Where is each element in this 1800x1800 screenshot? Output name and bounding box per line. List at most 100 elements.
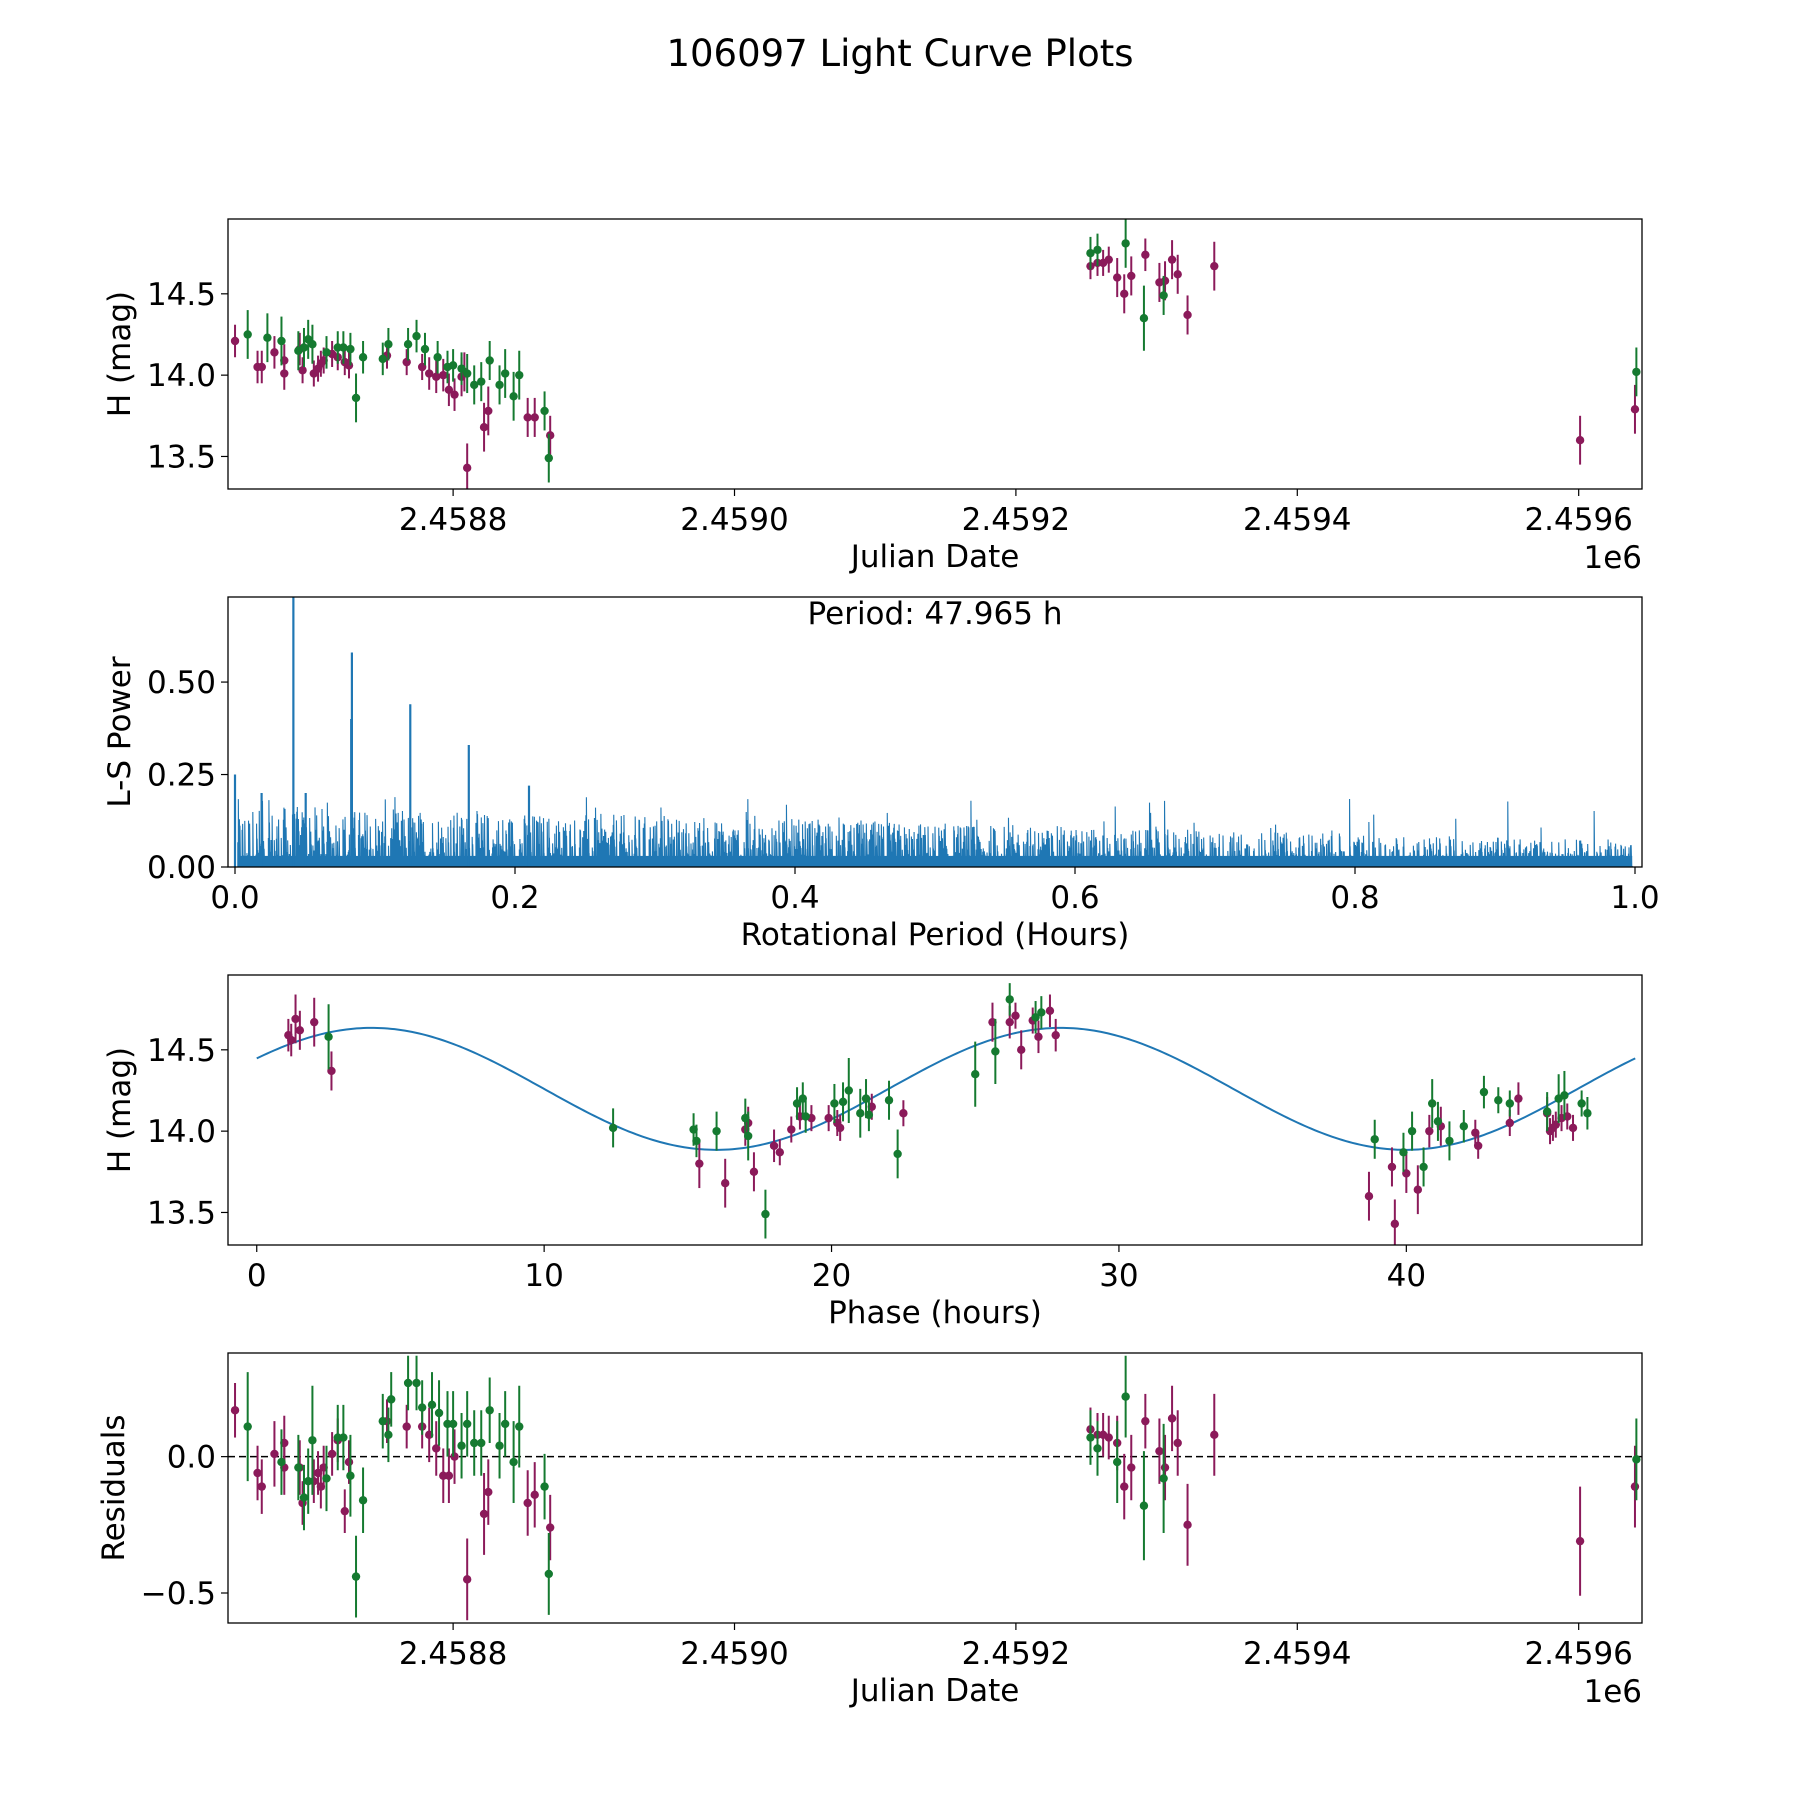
lightcurve-point-purple — [1173, 270, 1182, 279]
residuals-point-green — [322, 1474, 331, 1483]
phased-point-purple — [1005, 1017, 1014, 1027]
residuals-offset-label: 1e6 — [1583, 1674, 1642, 1710]
lightcurve-point-green — [339, 343, 348, 352]
phased-x-axis-label: Phase (hours) — [828, 1295, 1042, 1331]
phased-point-purple — [1387, 1162, 1397, 1172]
lightcurve-x-tick-label: 2.4592 — [962, 502, 1070, 538]
phased-point-purple — [1034, 1032, 1043, 1042]
lightcurve-point-purple — [479, 422, 489, 432]
phased-point-green — [792, 1099, 802, 1108]
lightcurve-point-green — [1632, 367, 1641, 377]
lightcurve-point-green — [263, 333, 272, 342]
phased-point-green — [324, 1032, 333, 1042]
lightcurve-x-tick-label: 2.4588 — [399, 502, 507, 538]
phased-point-purple — [295, 1026, 305, 1035]
lightcurve-point-green — [299, 343, 309, 352]
lightcurve-point-purple — [298, 366, 307, 375]
residuals-marks — [228, 1355, 1642, 1621]
phased-point-purple — [1017, 1045, 1026, 1055]
residuals-point-green — [378, 1416, 387, 1426]
lightcurve-axes-frame — [227, 218, 1643, 490]
lightcurve-point-purple — [1210, 261, 1219, 271]
periodogram-x-tick-label: 0.8 — [1330, 880, 1379, 916]
residuals-point-purple — [545, 1523, 555, 1532]
lightcurve-point-purple — [1104, 255, 1113, 264]
phased-point-green — [830, 1099, 839, 1108]
residuals-x-tick-label: 2.4596 — [1524, 1636, 1632, 1672]
lightcurve-point-green — [485, 356, 494, 365]
residuals-point-green — [1113, 1457, 1122, 1467]
phased-axes-frame — [227, 974, 1643, 1246]
phased-point-green — [1419, 1162, 1428, 1172]
phased-point-green — [1494, 1096, 1503, 1105]
phased-point-green — [1583, 1109, 1592, 1118]
lightcurve-point-green — [462, 369, 472, 378]
residuals-point-green — [477, 1438, 486, 1448]
residuals-point-purple — [444, 1471, 454, 1480]
residuals-point-purple — [270, 1449, 279, 1459]
lightcurve-point-purple — [444, 385, 454, 394]
phased-point-green — [991, 1047, 1000, 1056]
phased-point-green — [1370, 1135, 1379, 1144]
residuals-x-tick-label: 2.4592 — [962, 1636, 1070, 1672]
phased-point-purple — [1390, 1219, 1400, 1229]
lightcurve-point-green — [384, 340, 393, 349]
phased-point-purple — [1568, 1123, 1578, 1133]
residuals-point-green — [457, 1441, 466, 1450]
phased-point-green — [1560, 1091, 1569, 1100]
residuals-point-green — [509, 1457, 518, 1467]
phased-point-purple — [291, 1014, 300, 1024]
lightcurve-point-purple — [439, 370, 448, 380]
residuals-axes-frame — [227, 1352, 1643, 1624]
phased-point-green — [1445, 1136, 1454, 1146]
residuals-point-purple — [1575, 1536, 1585, 1546]
residuals-point-green — [351, 1572, 361, 1581]
phased-x-tick-label: 20 — [812, 1258, 851, 1294]
lightcurve-point-green — [544, 453, 553, 463]
residuals-point-green — [1121, 1392, 1130, 1401]
lightcurve-point-purple — [424, 369, 434, 378]
lightcurve-point-green — [277, 336, 286, 346]
residuals-point-purple — [1155, 1446, 1164, 1456]
lightcurve-point-purple — [462, 463, 472, 473]
phased-point-purple — [769, 1141, 779, 1150]
residuals-point-green — [417, 1403, 427, 1412]
lightcurve-point-green — [470, 380, 479, 390]
residuals-plot-area: 2.4588 2.4590 2.4592 2.4594 2.4596 −0.5 0.0 — [141, 1352, 1643, 1672]
periodogram-x-axis-label: Rotational Period (Hours) — [741, 917, 1130, 953]
lightcurve-point-purple — [1127, 271, 1136, 281]
periodogram-x-tick-label: 0.4 — [770, 880, 819, 916]
residuals-point-purple — [253, 1468, 262, 1478]
residuals-point-green — [403, 1378, 413, 1388]
lightcurve-point-green — [495, 380, 504, 390]
lightcurve-point-green — [509, 392, 518, 401]
lightcurve-x-tick-label: 2.4596 — [1524, 502, 1632, 538]
residuals-point-green — [1139, 1501, 1149, 1510]
periodogram-x-tick-label: 0.0 — [210, 880, 259, 916]
lightcurve-point-green — [1086, 248, 1095, 258]
residuals-point-purple — [1167, 1414, 1177, 1423]
phased-point-purple — [1011, 1011, 1020, 1020]
lightcurve-point-purple — [1167, 255, 1177, 264]
residuals-point-green — [412, 1378, 421, 1388]
phased-y-tick-label: 14.5 — [147, 1033, 216, 1069]
phased-y-axis-label: H (mag) — [102, 1047, 138, 1173]
phased-point-green — [761, 1209, 770, 1219]
phased-point-green — [608, 1123, 618, 1133]
phased-point-purple — [1425, 1126, 1434, 1136]
lightcurve-point-purple — [523, 413, 532, 422]
phased-point-green — [884, 1096, 894, 1105]
phased-point-purple — [1364, 1192, 1374, 1201]
lightcurve-point-purple — [1141, 250, 1150, 259]
residuals-point-green — [427, 1400, 437, 1410]
residuals-point-purple — [432, 1444, 441, 1453]
phased-point-green — [1433, 1117, 1443, 1126]
phased-point-purple — [1514, 1094, 1523, 1103]
periodogram-x-tick-label: 0.2 — [490, 880, 539, 916]
lightcurve-point-green — [457, 364, 466, 373]
residuals-point-green — [358, 1496, 368, 1505]
phased-point-green — [1479, 1087, 1489, 1097]
lightcurve-x-axis-label: Julian Date — [849, 539, 1020, 575]
phased-point-purple — [310, 1017, 319, 1027]
residuals-point-green — [346, 1471, 355, 1480]
